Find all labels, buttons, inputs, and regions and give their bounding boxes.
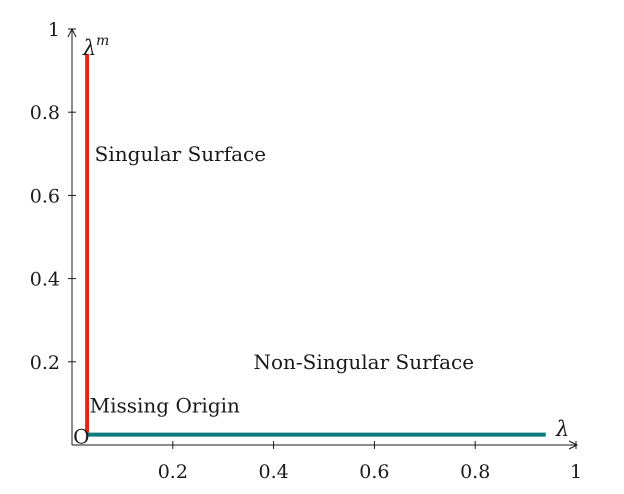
y-tick-label: 0.6 (30, 185, 60, 207)
x-tick-label: 1 (570, 461, 582, 483)
y-tick-label: 0.8 (30, 102, 60, 124)
x-tick-label: 0.8 (460, 461, 490, 483)
x-axis-arrow (568, 440, 579, 450)
segments (85, 53, 546, 437)
x-tick-label: 0.6 (359, 461, 389, 483)
y-tick-label: 0.4 (30, 269, 60, 291)
axes (67, 27, 579, 450)
x-tick-label: 0.2 (158, 461, 188, 483)
x-axis-label: λ (555, 417, 569, 441)
y-axis-label-group: λ m (82, 33, 109, 60)
non-singular-surface-label: Non-Singular Surface (253, 350, 474, 374)
y-ticks: 0.2 0.4 0.6 0.8 1 (30, 19, 76, 374)
y-tick-label: 1 (48, 19, 60, 41)
x-tick-label: 0.4 (258, 461, 288, 483)
y-axis-label: λ (82, 36, 96, 60)
origin-marker-label: O (73, 425, 89, 449)
singular-surface-label: Singular Surface (95, 142, 266, 166)
y-axis-label-superscript: m (96, 33, 109, 49)
missing-origin-label: Missing Origin (90, 393, 240, 417)
x-ticks: 0.2 0.4 0.6 0.8 1 (158, 441, 582, 483)
y-tick-label: 0.2 (30, 352, 60, 374)
